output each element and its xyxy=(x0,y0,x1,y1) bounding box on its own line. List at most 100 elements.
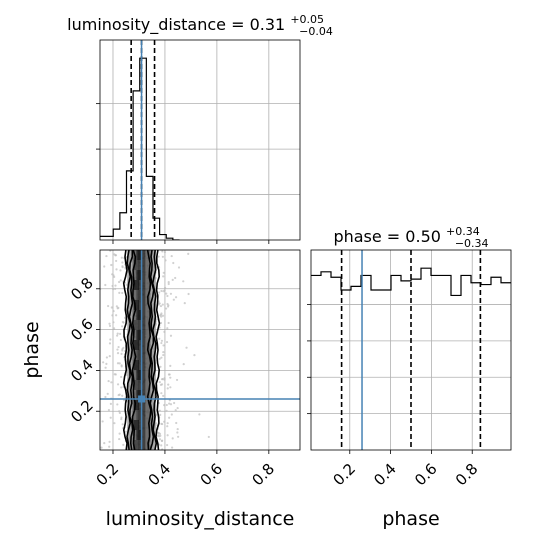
sample-point xyxy=(167,282,170,286)
sample-point xyxy=(164,259,167,262)
sample-point xyxy=(125,373,128,377)
sample-point xyxy=(115,314,118,317)
x-tick-label: 0.4 xyxy=(145,460,175,490)
density-cell xyxy=(133,400,139,410)
sample-point xyxy=(121,349,124,352)
sample-point xyxy=(114,254,117,257)
sample-point xyxy=(160,312,163,315)
sample-point xyxy=(103,265,106,268)
sample-point xyxy=(98,388,100,390)
sample-point xyxy=(121,394,124,397)
sample-point xyxy=(165,307,168,310)
sample-point xyxy=(98,273,100,275)
sample-point xyxy=(113,327,116,330)
sample-point xyxy=(166,443,169,447)
sample-point xyxy=(161,250,164,253)
sample-point xyxy=(176,427,179,431)
sample-point xyxy=(174,409,177,412)
sample-point xyxy=(114,287,117,290)
sample-point xyxy=(198,413,201,416)
sample-point xyxy=(172,298,175,301)
sample-point xyxy=(163,286,167,289)
joint-distribution-panel: 0.2 0.4 0.6 0.8 0.2 0.4 0.6 0.8 xyxy=(67,249,301,490)
sample-point xyxy=(107,304,110,308)
sample-point xyxy=(166,422,169,425)
contour-line xyxy=(155,250,161,450)
sample-point xyxy=(124,430,128,433)
sample-point xyxy=(174,296,178,299)
sample-point xyxy=(166,294,169,298)
sample-point xyxy=(105,356,108,359)
y-tick-label: 0.2 xyxy=(67,396,97,426)
sample-point xyxy=(81,432,83,434)
sample-point xyxy=(121,325,124,328)
contour-line xyxy=(128,250,134,450)
sample-point xyxy=(115,259,118,263)
sample-point xyxy=(114,373,117,376)
density-cell xyxy=(133,340,139,350)
sample-point xyxy=(163,250,167,254)
sample-point xyxy=(121,261,124,264)
sample-point xyxy=(162,290,165,293)
sample-point xyxy=(101,420,104,423)
sample-point xyxy=(175,378,179,382)
sample-point xyxy=(158,409,162,412)
y-tick-label: 0.6 xyxy=(67,315,97,345)
sample-point xyxy=(166,434,169,437)
marginal-luminosity-distance-panel xyxy=(96,39,301,244)
sample-point xyxy=(109,416,112,419)
sample-point xyxy=(169,386,172,389)
sample-point xyxy=(172,261,175,265)
joint-plot-area xyxy=(81,250,300,450)
sample-point xyxy=(162,271,165,274)
sample-point xyxy=(207,435,210,439)
histogram-luminosity-distance xyxy=(100,57,180,240)
sample-point xyxy=(177,266,181,269)
density-cell xyxy=(133,380,139,390)
sample-point xyxy=(112,309,115,313)
sample-point xyxy=(169,292,173,295)
sample-point xyxy=(118,393,121,396)
sample-point xyxy=(107,408,111,412)
sample-point xyxy=(159,304,163,308)
density-cell xyxy=(136,290,142,300)
sample-point xyxy=(111,314,114,317)
sample-point xyxy=(158,337,161,340)
sample-point xyxy=(177,435,180,438)
sample-point xyxy=(119,279,122,282)
sample-point xyxy=(166,327,169,330)
sample-point xyxy=(173,401,176,405)
sample-point xyxy=(108,440,111,443)
sample-point xyxy=(159,413,162,416)
sample-point xyxy=(165,292,168,295)
x-tick-label: 0.6 xyxy=(411,460,441,490)
density-cell xyxy=(136,390,142,400)
density-cell xyxy=(136,370,142,380)
sample-point xyxy=(169,403,173,406)
sample-point xyxy=(167,280,170,284)
sample-point xyxy=(157,431,160,435)
sample-point xyxy=(161,422,164,426)
sample-point xyxy=(168,402,171,405)
sample-point xyxy=(104,395,107,399)
sample-point xyxy=(158,291,161,294)
sample-point xyxy=(162,344,165,347)
marginal-phase-panel: 0.2 0.4 0.6 0.8 xyxy=(307,249,512,490)
sample-point xyxy=(166,387,169,390)
sample-point xyxy=(118,437,121,441)
sample-point xyxy=(157,255,160,258)
sample-point xyxy=(171,437,174,440)
x-tick-label: 0.8 xyxy=(452,460,482,490)
axes-frame xyxy=(310,249,512,451)
density-cell xyxy=(133,260,139,270)
sample-point xyxy=(118,291,121,295)
sample-point xyxy=(117,345,120,349)
density-cell xyxy=(136,430,142,440)
y-tick-label: 0.4 xyxy=(67,356,97,386)
sample-point xyxy=(183,302,186,305)
sample-point xyxy=(171,278,174,281)
sample-point xyxy=(159,321,163,325)
density-cell xyxy=(136,270,142,280)
sample-point xyxy=(162,353,165,357)
sample-point xyxy=(160,339,164,342)
